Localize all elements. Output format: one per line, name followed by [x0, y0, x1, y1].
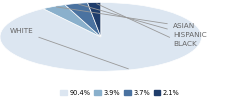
Wedge shape — [88, 2, 101, 37]
Wedge shape — [0, 2, 202, 71]
Legend: 90.4%, 3.9%, 3.7%, 2.1%: 90.4%, 3.9%, 3.7%, 2.1% — [60, 89, 180, 97]
Text: BLACK: BLACK — [97, 4, 197, 47]
Text: ASIAN: ASIAN — [56, 7, 195, 29]
Text: WHITE: WHITE — [10, 28, 128, 69]
Wedge shape — [43, 5, 101, 37]
Wedge shape — [65, 3, 101, 37]
Text: HISPANIC: HISPANIC — [79, 4, 207, 38]
